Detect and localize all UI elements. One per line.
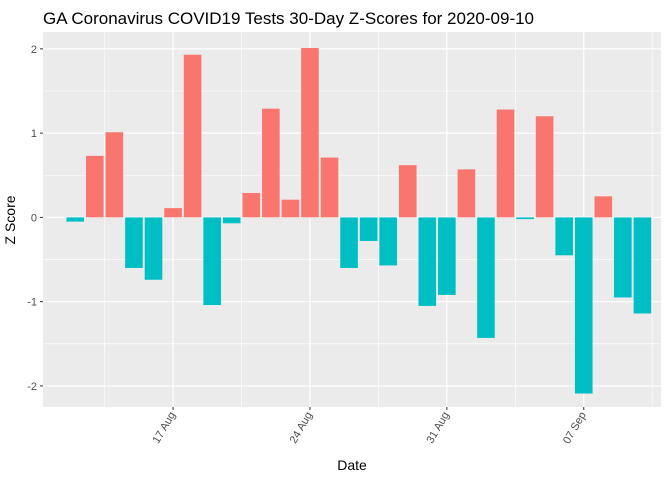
bar: [398, 165, 417, 218]
x-axis: 17 Aug 24 Aug 31 Aug 07 Sep: [151, 407, 589, 446]
bar: [66, 217, 85, 222]
bar: [418, 217, 437, 306]
bar: [320, 157, 339, 218]
y-axis-label: Z Score: [2, 195, 18, 244]
bar: [614, 217, 632, 298]
bar: [183, 54, 202, 218]
bar: [144, 217, 163, 280]
x-axis-label: Date: [337, 457, 367, 473]
bar: [105, 132, 124, 218]
bar: [164, 208, 182, 218]
bar: [242, 192, 261, 218]
x-tick-label: 31 Aug: [424, 410, 452, 446]
bar: [457, 169, 476, 218]
bar: [125, 217, 143, 268]
bar: [496, 109, 515, 218]
bar: [438, 217, 456, 295]
bar: [301, 48, 319, 218]
y-tick-label: 0: [31, 212, 37, 224]
bar: [477, 217, 495, 338]
bar: [262, 108, 280, 218]
x-tick-label: 07 Sep: [561, 410, 589, 446]
chart-title: GA Coronavirus COVID19 Tests 30-Day Z-Sc…: [43, 9, 534, 28]
bar: [281, 199, 300, 218]
bar: [359, 217, 378, 241]
y-tick-label: 1: [31, 128, 37, 140]
bar: [516, 217, 534, 220]
bar: [535, 116, 554, 218]
bar: [340, 217, 358, 268]
bar: [86, 155, 104, 218]
x-tick-label: 24 Aug: [288, 410, 316, 446]
bar: [203, 217, 221, 306]
y-tick-label: -2: [27, 381, 37, 393]
grid-layer: [43, 32, 661, 407]
bar: [633, 217, 652, 314]
y-tick-label: -1: [27, 297, 37, 309]
bar: [222, 217, 241, 224]
bar: [379, 217, 397, 266]
bar-layer: [66, 48, 652, 394]
y-axis: -2 -1 0 1 2: [27, 44, 43, 393]
x-tick-label: 17 Aug: [151, 410, 179, 446]
bar: [594, 196, 613, 218]
bar: [555, 217, 573, 256]
bar: [574, 217, 593, 394]
y-tick-label: 2: [31, 44, 37, 56]
